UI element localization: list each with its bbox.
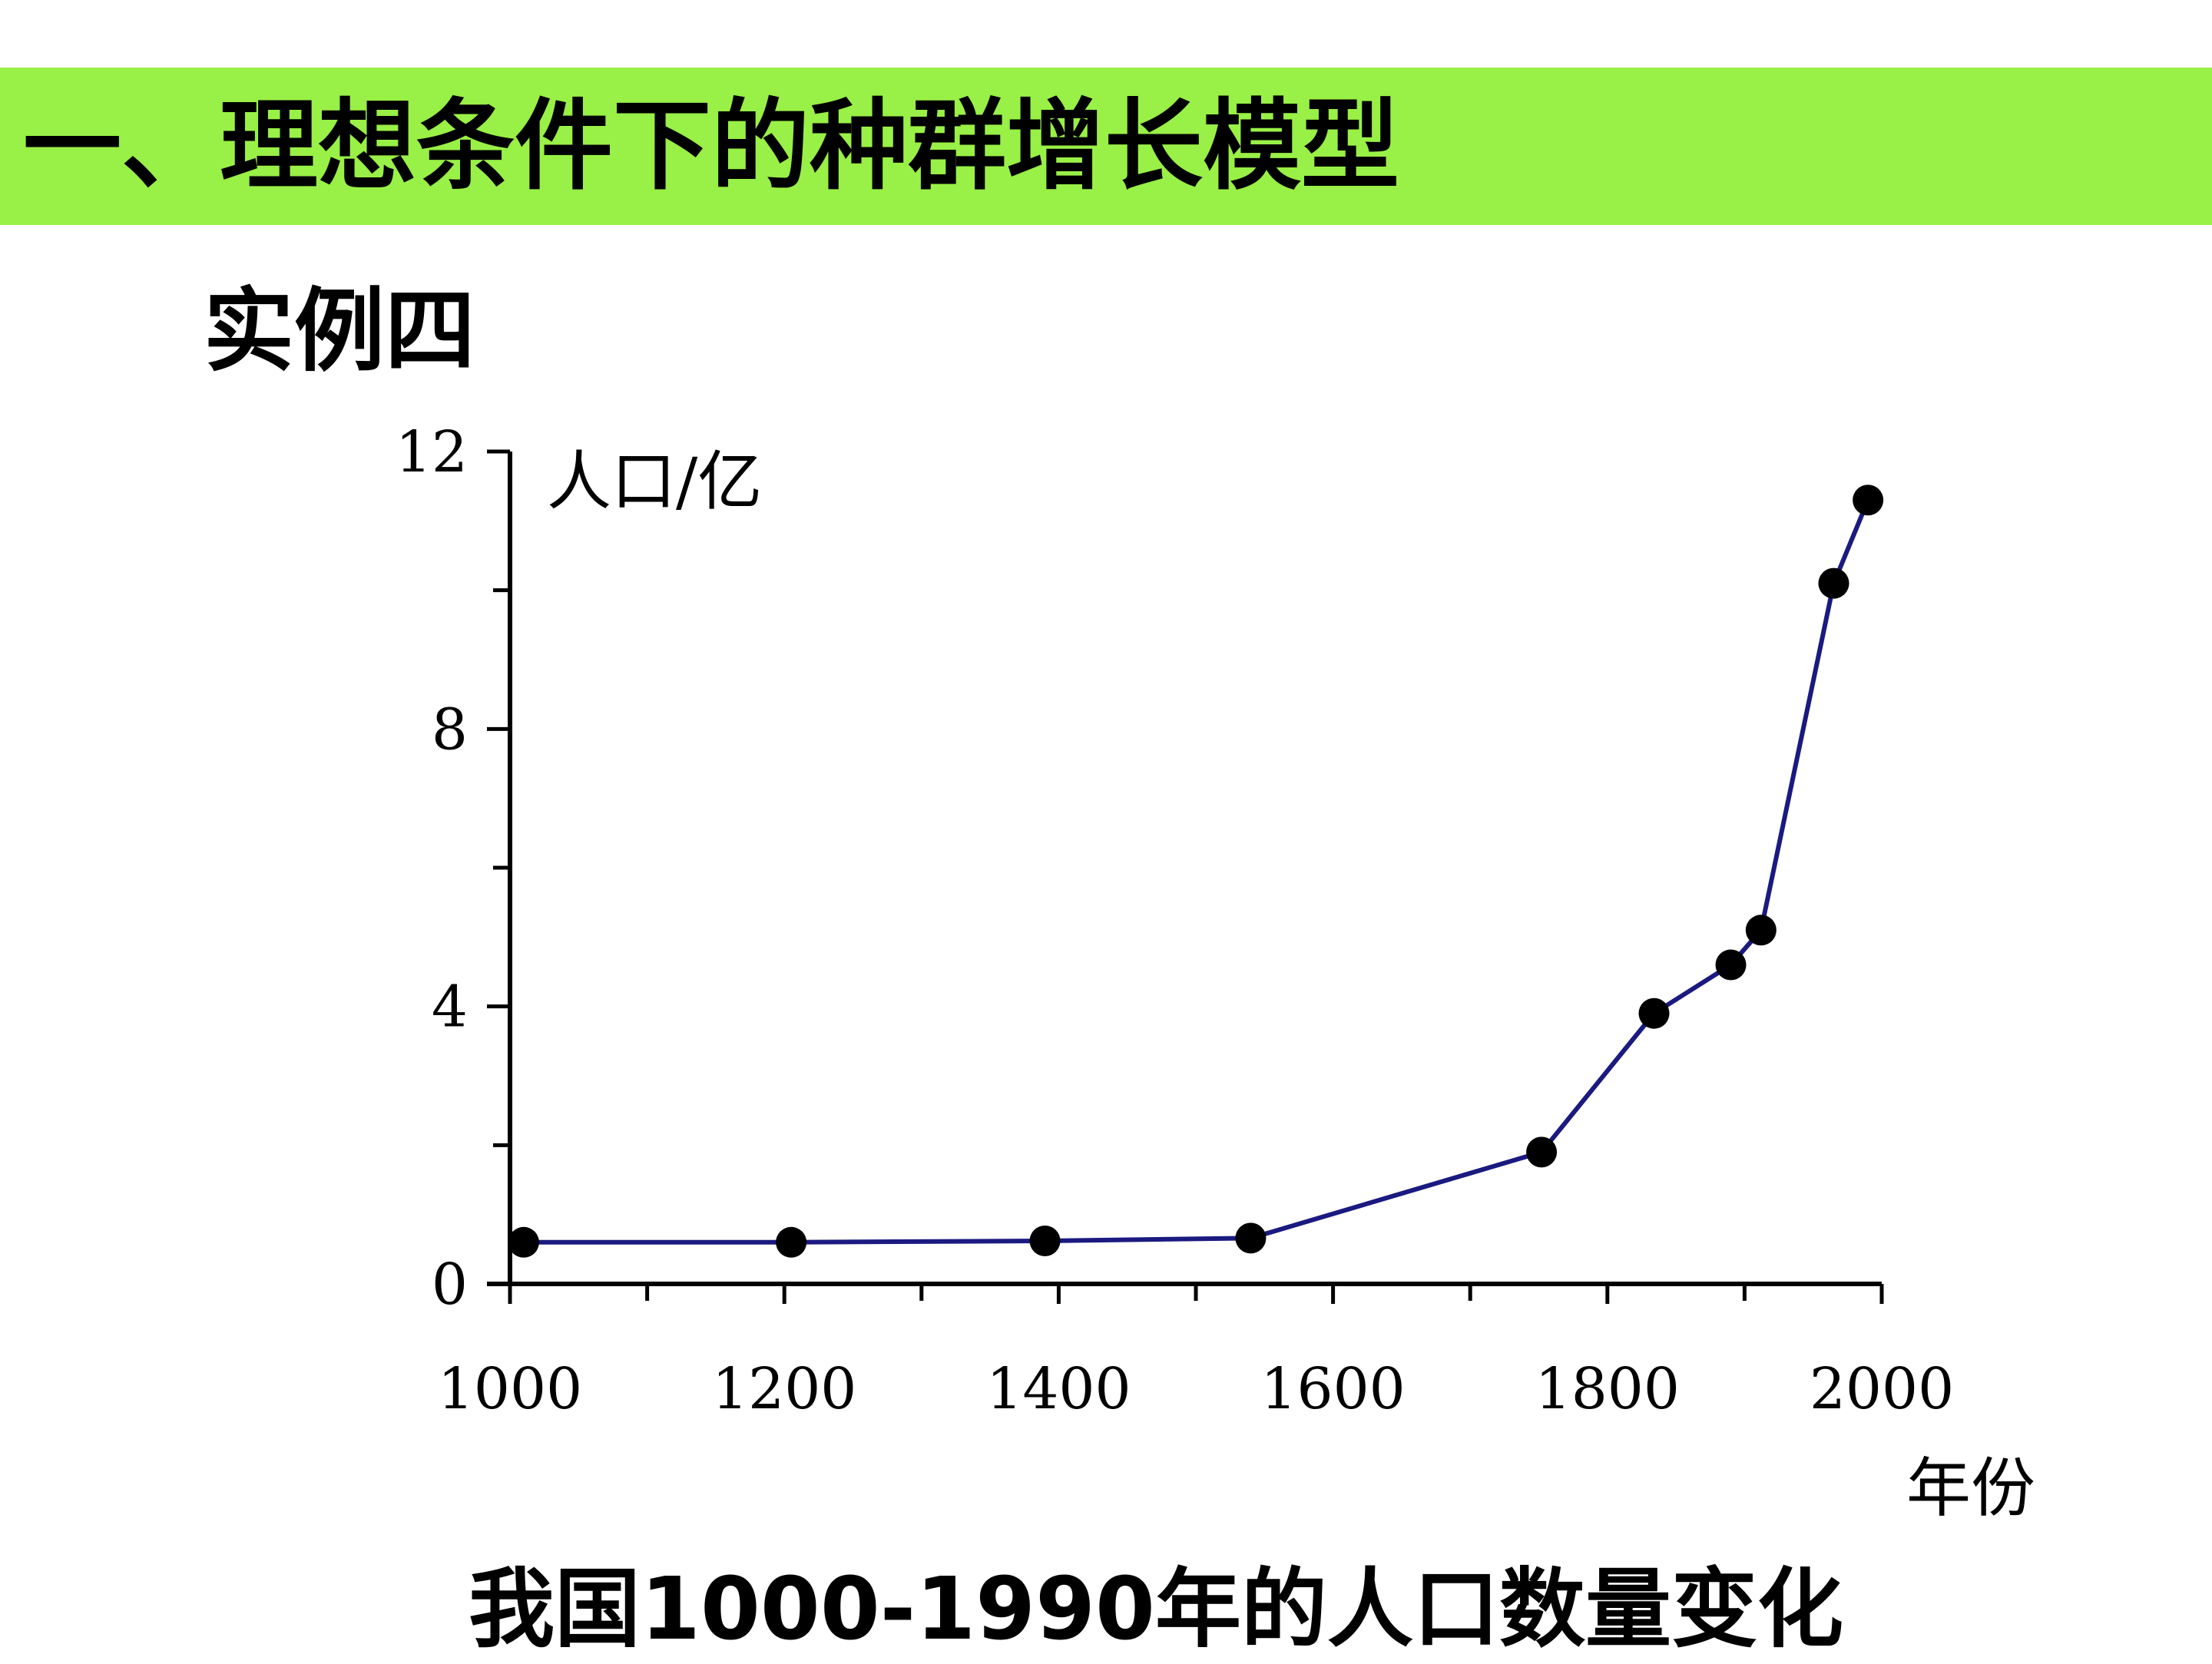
x-tick-label: 1200	[712, 1356, 856, 1422]
x-tick-label: 1400	[986, 1356, 1131, 1422]
chart-title: 我国1000-1990年的人口数量变化	[469, 1560, 1843, 1659]
series-line	[523, 499, 1870, 1245]
data-point	[1029, 1225, 1061, 1256]
chart-axes: 0 4 8 12 1000 1200 1400 1600 1800 2000	[396, 419, 1954, 1422]
page-subtitle: 实例四	[204, 278, 476, 384]
chart-labels: 人口/亿 年份	[547, 444, 2035, 1526]
data-point	[1715, 949, 1747, 981]
y-tick-label: 0	[432, 1252, 468, 1318]
data-point	[1638, 997, 1670, 1029]
title-bar: 一、理想条件下的种群增长模型	[0, 68, 2212, 225]
data-point	[1745, 915, 1777, 946]
y-axis-label: 人口/亿	[547, 444, 762, 519]
x-tick-label: 1600	[1260, 1356, 1405, 1422]
y-tick-label: 4	[432, 974, 468, 1040]
chart-series	[508, 485, 1884, 1258]
data-point	[776, 1226, 807, 1258]
data-point	[1235, 1222, 1267, 1254]
x-tick-label: 2000	[1810, 1356, 1954, 1422]
data-point	[1526, 1136, 1558, 1168]
x-axis-label: 年份	[1906, 1451, 2035, 1526]
data-point	[508, 1226, 539, 1258]
page-title: 一、理想条件下的种群增长模型	[23, 89, 1400, 203]
data-point	[1818, 567, 1849, 599]
x-tick-label: 1800	[1535, 1356, 1680, 1422]
x-tick-label: 1000	[438, 1356, 582, 1422]
y-tick-label: 8	[432, 696, 468, 763]
y-tick-label: 12	[396, 419, 468, 485]
data-point	[1853, 485, 1884, 516]
